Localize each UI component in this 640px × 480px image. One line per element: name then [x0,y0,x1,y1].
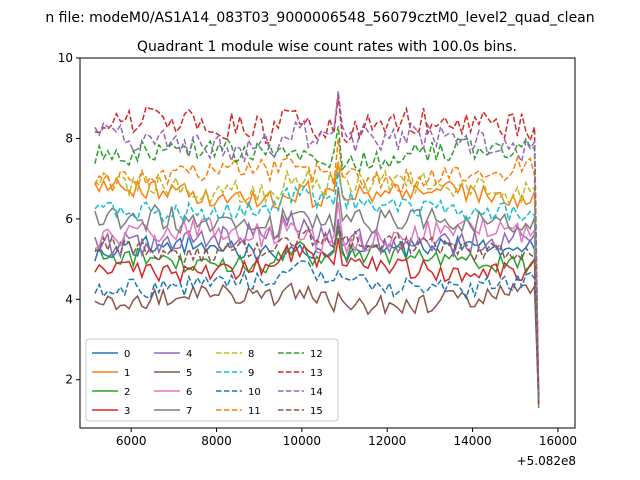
legend-label-11: 11 [248,406,261,417]
legend-label-2: 2 [124,387,130,398]
suptitle: n file: modeM0/AS1A14_083T03_9000006548_… [45,10,594,26]
legend-label-6: 6 [186,387,192,398]
legend-frame [85,338,339,422]
y-tick-label: 4 [65,292,73,306]
series-line-15 [94,225,540,396]
x-offset-label: +5.082e8 [517,454,576,468]
x-tick-label: 8000 [201,434,232,448]
legend-label-7: 7 [186,406,192,417]
legend-label-15: 15 [310,406,323,417]
x-tick-label: 10000 [283,434,321,448]
y-tick-label: 8 [65,131,73,145]
series-line-7 [94,186,540,396]
chart-title: Quadrant 1 module wise count rates with … [137,39,517,55]
legend-label-12: 12 [310,349,323,360]
y-tick-label: 6 [65,212,73,226]
series-line-13 [94,96,540,404]
series-line-11 [94,138,540,396]
legend-label-9: 9 [248,368,254,379]
plot-frame [79,57,576,429]
series-line-2 [94,226,540,400]
series-line-8 [94,161,540,408]
legend-label-13: 13 [310,368,323,379]
legend-label-0: 0 [124,349,130,360]
y-tick-label: 2 [65,373,73,387]
legend-label-4: 4 [186,349,192,360]
legend-label-14: 14 [310,387,323,398]
legend-label-1: 1 [124,368,130,379]
legend-label-8: 8 [248,349,254,360]
y-tick-label: 10 [58,51,73,65]
x-tick-label: 14000 [453,434,491,448]
series-line-14 [94,91,540,400]
x-tick-label: 16000 [539,434,577,448]
x-tick-label: 6000 [116,434,147,448]
x-tick-label: 12000 [368,434,406,448]
series-line-10 [94,260,540,400]
legend-label-10: 10 [248,387,261,398]
series-layer [94,91,540,408]
series-line-12 [94,126,540,408]
legend-label-5: 5 [186,368,192,379]
series-line-9 [94,171,540,404]
legend-label-3: 3 [124,406,130,417]
series-line-3 [94,237,540,396]
